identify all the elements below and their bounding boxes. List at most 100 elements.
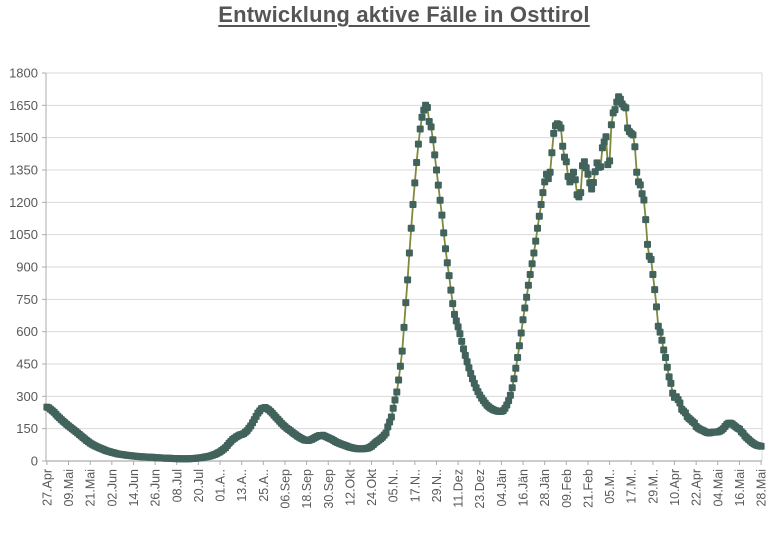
y-tick-label: 1800 <box>9 66 38 81</box>
series-marker <box>535 212 543 220</box>
series-marker <box>400 323 408 331</box>
series-marker <box>463 358 471 366</box>
series-marker <box>443 259 451 267</box>
y-tick-label: 600 <box>16 324 38 339</box>
x-tick-label: 13.A.. <box>235 469 249 502</box>
x-tick-label: 27.Apr <box>40 469 54 506</box>
series-marker <box>582 164 590 172</box>
series-marker <box>514 354 522 361</box>
series-marker <box>524 281 532 289</box>
x-tick-label: 26.Jun <box>149 469 163 507</box>
y-tick-label: 450 <box>16 357 38 372</box>
series-marker <box>562 158 570 166</box>
series-marker <box>550 129 558 137</box>
series-marker <box>438 211 446 219</box>
series-marker <box>546 168 554 176</box>
series-marker <box>393 388 401 396</box>
series-marker <box>606 157 614 165</box>
series-marker <box>636 181 644 189</box>
series-marker <box>391 396 399 404</box>
series-marker <box>544 175 552 183</box>
series-marker <box>416 125 424 133</box>
series-marker <box>512 364 520 372</box>
series-marker <box>404 276 412 284</box>
x-tick-label: 21.Feb <box>581 469 595 508</box>
x-tick-label: 04.Mai <box>711 469 725 507</box>
series-marker <box>436 196 444 204</box>
series-marker <box>517 329 525 337</box>
x-tick-label: 09.Feb <box>560 469 574 508</box>
series-marker <box>539 189 547 197</box>
series-marker <box>584 170 592 178</box>
series-marker <box>660 346 668 354</box>
x-tick-label: 18.Sep <box>300 469 314 509</box>
series-marker <box>667 379 675 387</box>
y-tick-label: 1200 <box>9 195 38 210</box>
x-tick-label: 14.Jun <box>127 469 141 507</box>
series-marker <box>557 124 565 132</box>
series-marker <box>622 104 630 112</box>
x-tick-label: 10.Apr <box>668 469 682 506</box>
x-tick-label: 29.N.. <box>430 469 444 502</box>
series-marker <box>414 140 422 148</box>
series-marker <box>515 342 523 350</box>
series-marker <box>607 121 615 129</box>
series-marker <box>461 351 469 359</box>
series-marker <box>519 316 527 324</box>
series-marker <box>537 201 545 208</box>
series-marker <box>580 158 588 166</box>
series-marker <box>456 330 464 338</box>
series-marker <box>656 328 664 336</box>
series-marker <box>409 201 417 208</box>
series-marker <box>653 303 660 311</box>
series-marker <box>425 118 433 125</box>
series-marker <box>602 133 610 141</box>
series-marker <box>458 337 466 345</box>
x-tick-label: 21.Mai <box>84 469 98 507</box>
series-marker <box>523 293 531 301</box>
series-marker <box>640 196 648 204</box>
x-tick-label: 20.Jul <box>192 469 206 502</box>
series-marker <box>644 240 651 248</box>
series-marker <box>506 391 514 399</box>
x-tick-label: 30.Sep <box>322 469 336 509</box>
y-tick-label: 1350 <box>9 163 38 178</box>
series-marker <box>665 373 673 381</box>
x-tick-label: 05.M.. <box>603 469 617 504</box>
series-marker <box>395 376 403 384</box>
x-tick-label: 28.Mai <box>755 469 768 507</box>
series-marker <box>597 163 605 171</box>
series-marker <box>407 224 415 232</box>
x-tick-label: 06.Sep <box>278 469 292 509</box>
series-marker <box>411 179 419 187</box>
x-tick-label: 25.A.. <box>257 469 271 502</box>
y-tick-label: 1650 <box>9 98 38 113</box>
series-marker <box>589 179 597 186</box>
series-marker <box>382 429 390 437</box>
series-marker <box>387 413 395 421</box>
series-marker <box>505 397 513 405</box>
series-marker <box>647 256 655 263</box>
y-tick-label: 1500 <box>9 130 38 145</box>
series-marker <box>598 144 606 152</box>
series-marker <box>663 363 671 371</box>
series-marker <box>526 271 534 278</box>
x-tick-label: 01.A.. <box>214 469 228 502</box>
series-marker <box>654 322 662 330</box>
series-marker <box>396 362 404 370</box>
series-marker <box>431 151 439 159</box>
x-tick-label: 11.Dez <box>452 469 466 508</box>
y-tick-label: 1050 <box>9 227 38 242</box>
series-marker <box>651 286 659 294</box>
series-marker <box>389 404 397 412</box>
x-tick-label: 23.Dez <box>473 469 487 509</box>
chart-title: Entwicklung aktive Fälle in Osttirol <box>218 2 590 27</box>
x-tick-label: 16.Mai <box>733 469 747 507</box>
x-tick-label: 29.M.. <box>646 469 660 504</box>
x-tick-label: 09.Mai <box>62 469 76 507</box>
x-tick-label: 28.Jän <box>538 469 552 507</box>
x-tick-label: 12.Okt <box>343 468 357 505</box>
y-tick-label: 750 <box>16 292 38 307</box>
